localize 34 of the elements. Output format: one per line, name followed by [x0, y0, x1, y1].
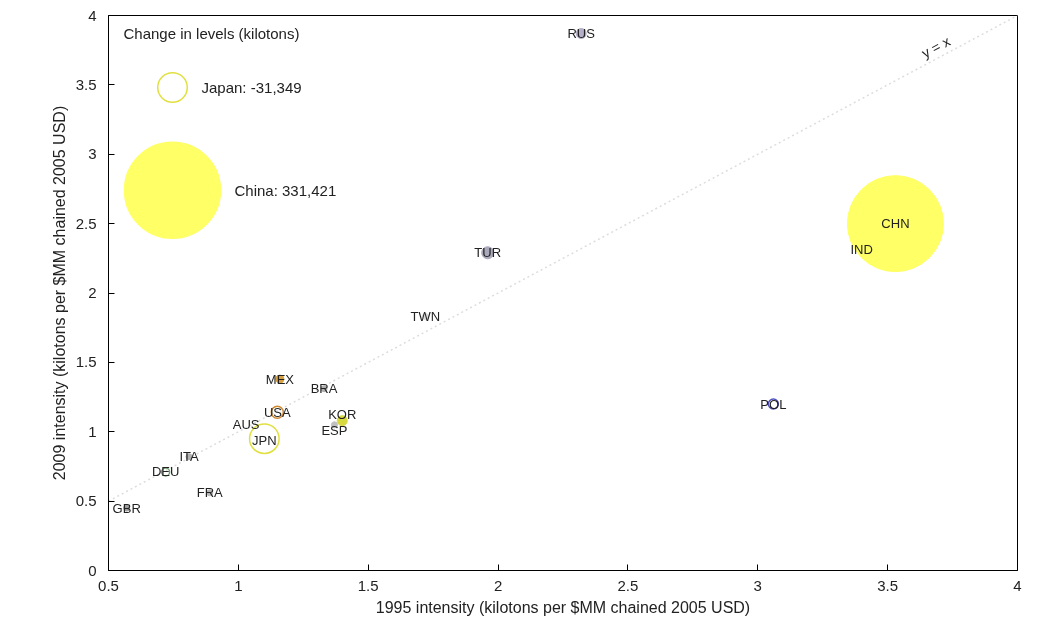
legend-label: Japan: -31,349 — [201, 79, 302, 96]
annotation: TUR — [474, 245, 502, 261]
y-tick-label: 0 — [88, 561, 97, 579]
y-tick-label: 2.5 — [75, 214, 97, 232]
y-tick-label: 2 — [88, 284, 97, 301]
annotation: BRA — [310, 381, 338, 397]
x-tick-label: 3.5 — [877, 576, 899, 594]
annotation: y = x — [918, 32, 953, 62]
annotation: GBR — [112, 500, 141, 516]
x-axis-title: 1995 intensity (kilotons per $MM chained 2005 USD) — [375, 598, 751, 616]
annotation: ITA — [179, 449, 199, 465]
y-tick-label: 3.5 — [75, 75, 97, 93]
legend-title: Change in levels (kilotons) — [123, 25, 300, 42]
x-tick-label: 1 — [234, 576, 243, 594]
legend-label: China: 331,421 — [234, 181, 337, 199]
y-tick-label: 3 — [88, 145, 97, 163]
y-tick-label: 4 — [88, 6, 97, 24]
annotation: TWN — [410, 309, 441, 325]
annotation: RUS — [567, 26, 596, 42]
y-tick-label: 0.5 — [75, 492, 97, 510]
y-tick-label: 1 — [88, 422, 97, 440]
annotation: JPN — [252, 432, 277, 448]
y-axis-title: 2009 intensity (kilotons per $MM chained 2005 USD) — [50, 105, 68, 481]
x-tick-label: 2.5 — [617, 576, 639, 594]
x-tick-label: 1.5 — [357, 576, 379, 594]
annotation: AUS — [232, 416, 260, 432]
x-tick-label: 3 — [753, 576, 762, 594]
annotation: CHN — [881, 216, 910, 232]
y-tick-label: 1.5 — [75, 353, 97, 371]
x-tick-label: 4 — [1013, 576, 1022, 594]
x-tick-label: 2 — [493, 576, 503, 594]
annotation: FRA — [196, 485, 224, 501]
annotation: ESP — [321, 423, 348, 439]
annotation: KOR — [328, 407, 357, 423]
